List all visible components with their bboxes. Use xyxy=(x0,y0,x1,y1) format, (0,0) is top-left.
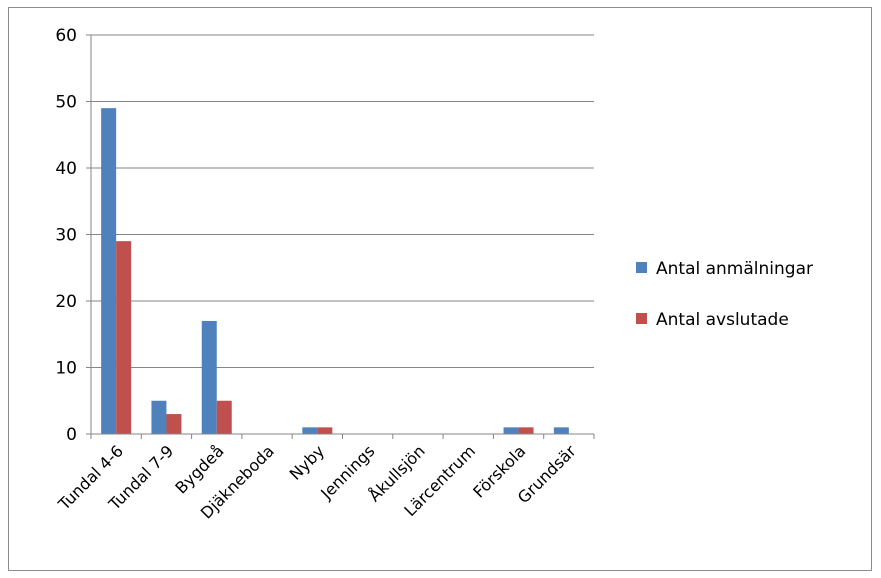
y-tick-label: 30 xyxy=(55,226,77,246)
bar-anmalningar xyxy=(302,427,318,434)
y-axis-ticks: 0 10 20 30 40 50 60 xyxy=(55,26,91,445)
y-tick-label: 20 xyxy=(55,292,77,312)
bar-anmalningar xyxy=(101,108,117,435)
bar-anmalningar xyxy=(553,427,569,434)
legend-swatch xyxy=(636,262,647,273)
bar-anmalningar xyxy=(151,400,167,434)
y-tick-label: 10 xyxy=(55,359,77,379)
legend: Antal anmälningar Antal avslutade xyxy=(636,259,813,330)
legend-label: Antal avslutade xyxy=(656,310,789,330)
bar-anmalningar xyxy=(201,320,217,434)
y-tick-label: 40 xyxy=(55,159,77,179)
gridlines xyxy=(91,34,594,368)
y-tick-label: 60 xyxy=(55,26,77,46)
bar-avslutade xyxy=(166,414,182,434)
y-tick-label: 50 xyxy=(55,93,77,113)
bar-anmalningar xyxy=(503,427,519,434)
legend-swatch xyxy=(636,313,647,324)
bars xyxy=(101,108,569,435)
bar-avslutade xyxy=(317,427,333,434)
x-tick-label: Nyby xyxy=(286,441,328,483)
y-tick-label: 0 xyxy=(66,425,77,445)
bar-avslutade xyxy=(116,241,132,434)
legend-label: Antal anmälningar xyxy=(656,259,813,279)
bar-avslutade xyxy=(216,400,232,434)
bar-avslutade xyxy=(518,427,534,434)
